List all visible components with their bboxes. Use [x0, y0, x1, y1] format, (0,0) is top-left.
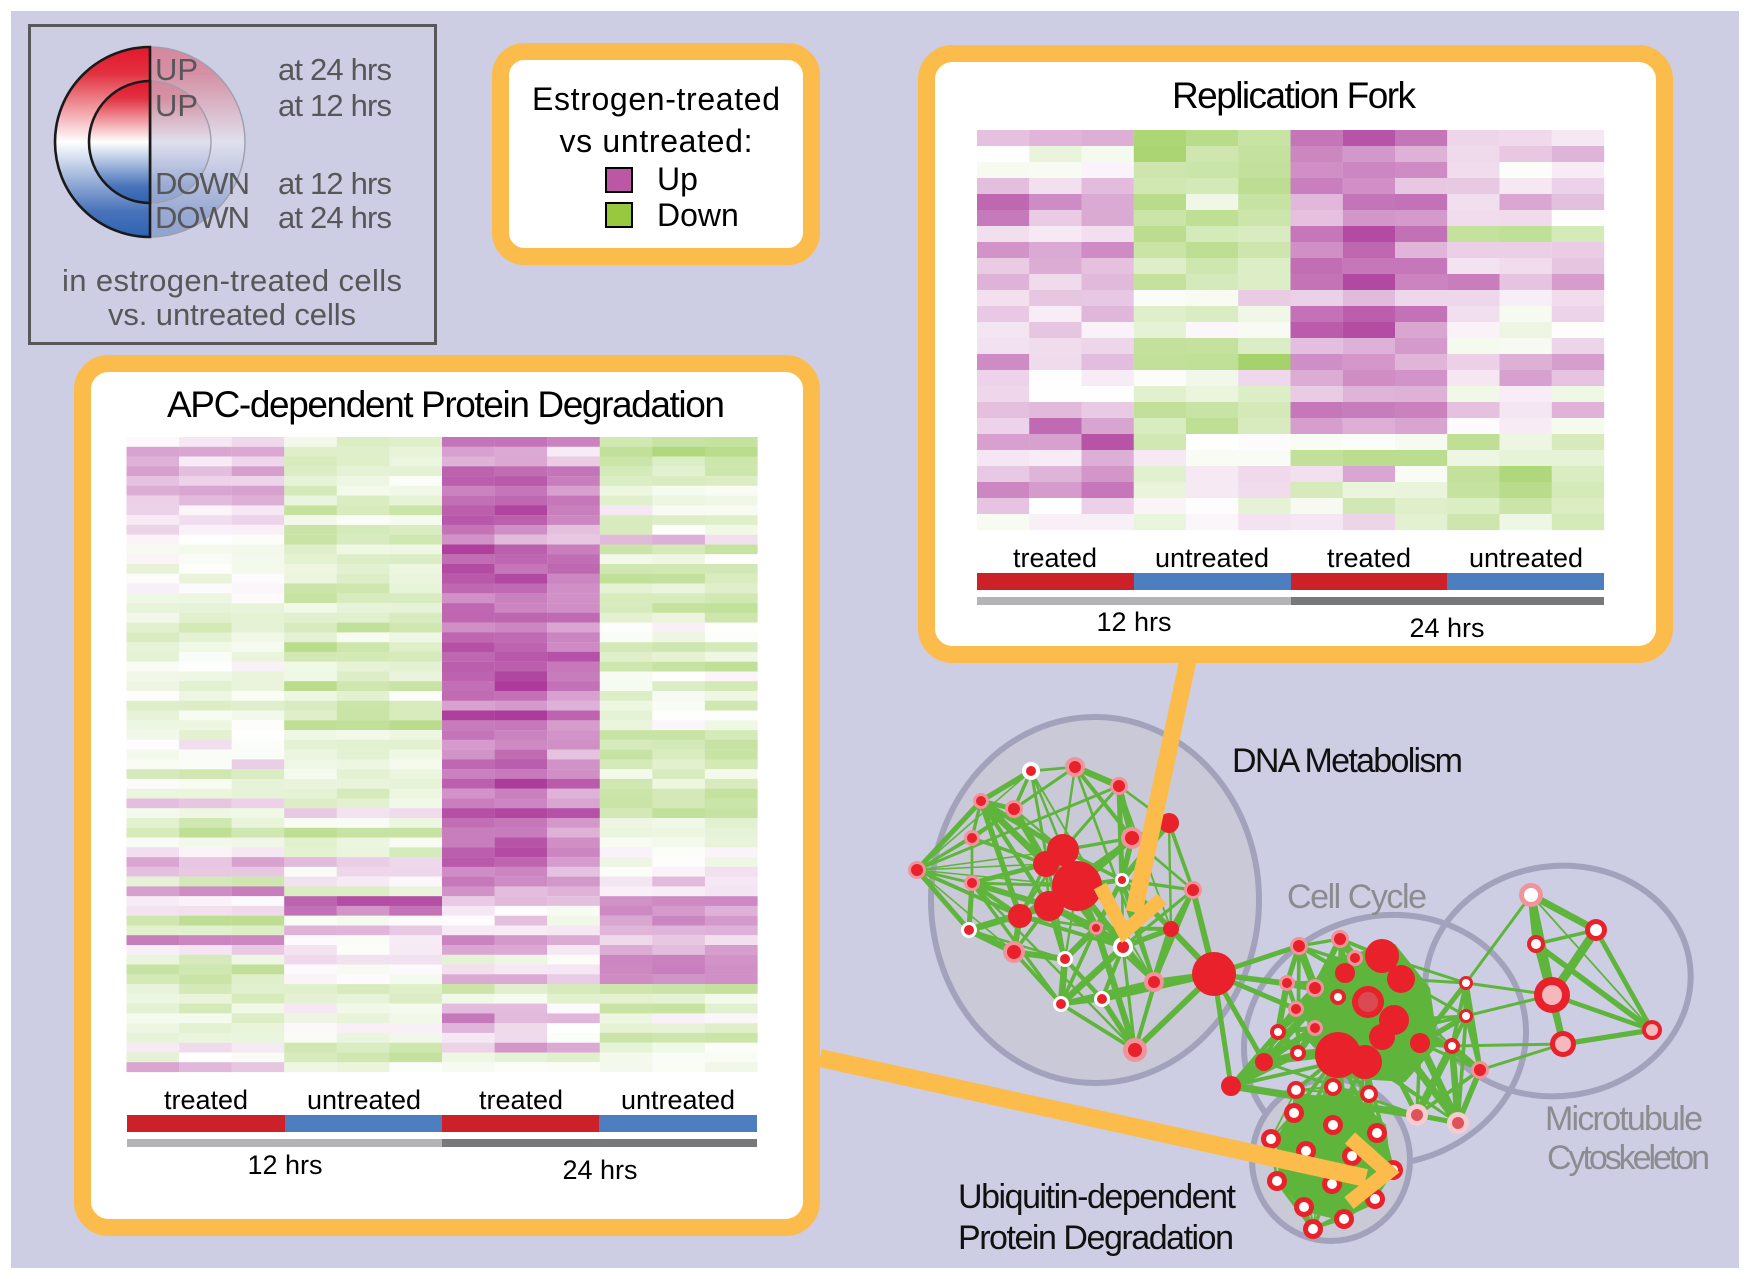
svg-text:Ubiquitin-dependent: Ubiquitin-dependent — [958, 1178, 1237, 1216]
svg-text:DOWN: DOWN — [155, 200, 250, 235]
svg-text:DOWN: DOWN — [155, 166, 250, 201]
svg-text:at 24 hrs: at 24 hrs — [278, 200, 392, 235]
svg-text:12 hrs: 12 hrs — [247, 1150, 322, 1180]
svg-text:Cytoskeleton: Cytoskeleton — [1547, 1139, 1710, 1177]
svg-text:UP: UP — [155, 52, 198, 87]
svg-text:Down: Down — [657, 197, 739, 233]
svg-text:Estrogen-treated: Estrogen-treated — [532, 81, 780, 117]
svg-text:at 12 hrs: at 12 hrs — [278, 88, 392, 123]
svg-text:24 hrs: 24 hrs — [562, 1155, 637, 1185]
svg-text:Replication Fork: Replication Fork — [1172, 75, 1417, 116]
svg-text:12 hrs: 12 hrs — [1096, 607, 1171, 637]
svg-text:untreated: untreated — [1469, 543, 1583, 573]
svg-text:in estrogen-treated cells: in estrogen-treated cells — [62, 263, 402, 298]
svg-text:untreated: untreated — [1155, 543, 1269, 573]
svg-text:treated: treated — [1013, 543, 1097, 573]
svg-text:Cell Cycle: Cell Cycle — [1287, 878, 1427, 916]
svg-text:untreated: untreated — [307, 1085, 421, 1115]
svg-text:untreated: untreated — [621, 1085, 735, 1115]
svg-text:at 12 hrs: at 12 hrs — [278, 166, 392, 201]
svg-text:vs. untreated cells: vs. untreated cells — [108, 297, 356, 332]
svg-text:Up: Up — [657, 161, 698, 197]
svg-text:DNA Metabolism: DNA Metabolism — [1232, 742, 1463, 780]
svg-text:Microtubule: Microtubule — [1545, 1100, 1703, 1138]
svg-text:vs untreated:: vs untreated: — [560, 123, 753, 159]
svg-text:treated: treated — [164, 1085, 248, 1115]
svg-text:treated: treated — [1327, 543, 1411, 573]
svg-text:APC-dependent Protein Degradat: APC-dependent Protein Degradation — [167, 384, 725, 425]
svg-text:UP: UP — [155, 88, 198, 123]
svg-text:treated: treated — [479, 1085, 563, 1115]
svg-text:24 hrs: 24 hrs — [1409, 613, 1484, 643]
svg-text:Protein Degradation: Protein Degradation — [958, 1219, 1234, 1257]
svg-text:at 24 hrs: at 24 hrs — [278, 52, 392, 87]
